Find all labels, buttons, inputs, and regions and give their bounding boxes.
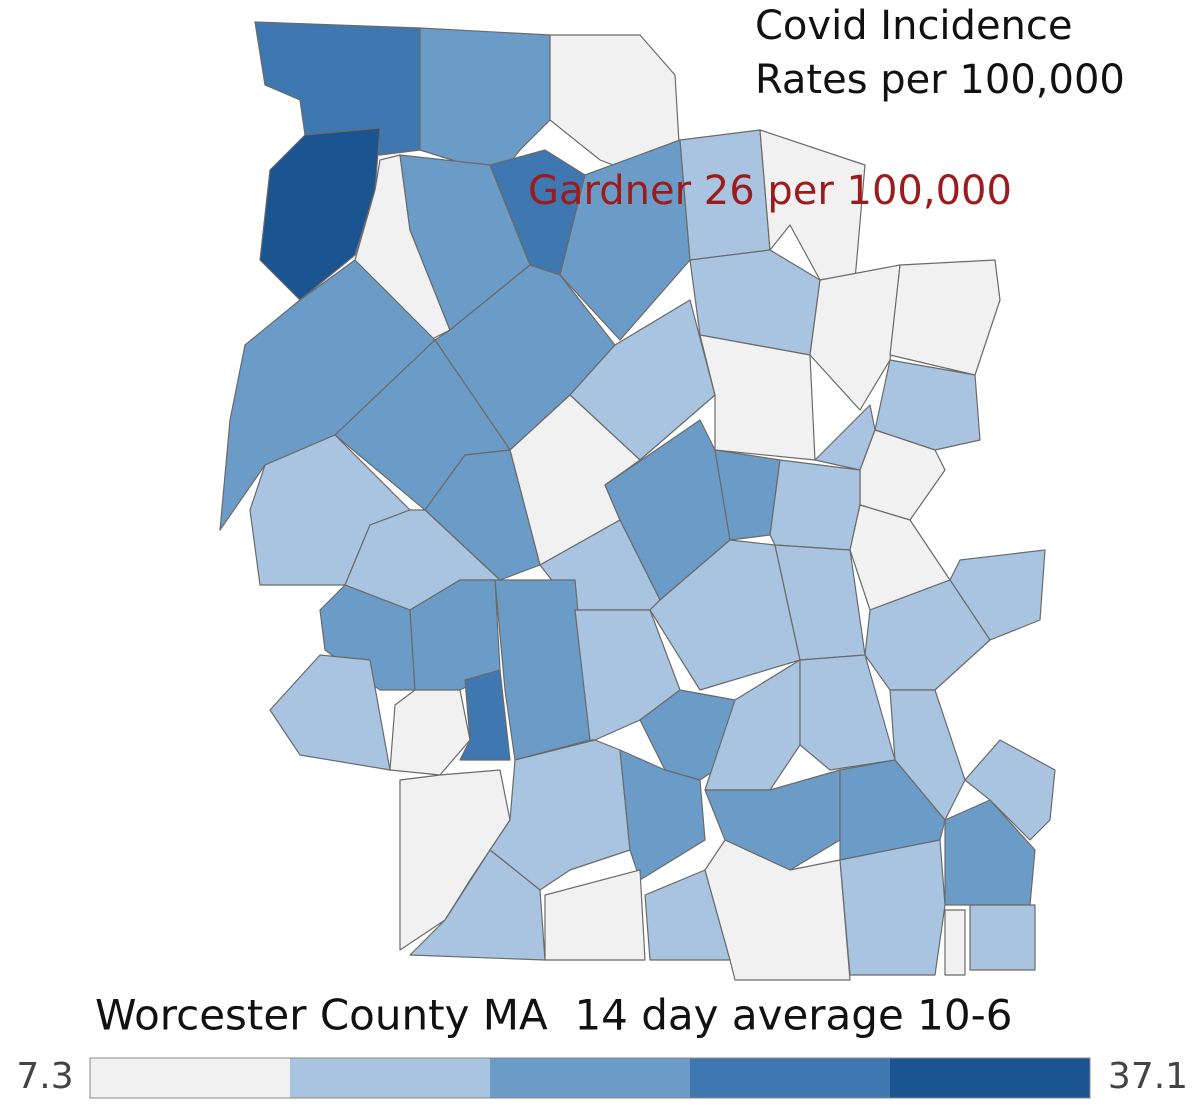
town: [889, 689, 966, 821]
title-line: Covid Incidence: [755, 3, 1073, 49]
town: [769, 459, 861, 551]
town: [969, 904, 1036, 971]
legend-frame: [89, 1057, 1091, 1099]
town: [269, 654, 391, 771]
town: [544, 869, 646, 961]
town: [704, 659, 801, 791]
town: [489, 739, 631, 891]
town: [419, 27, 551, 176]
town: [839, 839, 946, 976]
town: [889, 259, 1001, 376]
title-line: Rates per 100,000: [755, 57, 1125, 103]
town: [259, 127, 381, 301]
legend-swatch: [90, 1058, 290, 1098]
town: [699, 334, 816, 461]
legend-min: 7.3: [16, 1056, 73, 1097]
legend-swatch: [890, 1058, 1090, 1098]
town: [944, 909, 966, 976]
town: [839, 759, 946, 861]
legend-swatch: [490, 1058, 690, 1098]
footer: Worcester County MA 14 day average 10-6: [95, 991, 1012, 1040]
town: [619, 749, 706, 881]
town: [559, 139, 691, 341]
town: [874, 359, 981, 451]
town: [799, 654, 896, 771]
town: [944, 799, 1036, 906]
legend-swatch: [690, 1058, 890, 1098]
legend-swatch: [290, 1058, 490, 1098]
town: [494, 579, 591, 761]
towns: [219, 21, 1056, 981]
town: [409, 849, 546, 961]
town: [809, 264, 901, 411]
town: [459, 669, 511, 761]
town: [569, 299, 716, 461]
town: [424, 449, 541, 581]
legend-max: 37.1: [1108, 1056, 1188, 1097]
annotation: Gardner 26 per 100,000: [528, 168, 1012, 214]
legend: [89, 1057, 1091, 1099]
town: [389, 689, 471, 776]
